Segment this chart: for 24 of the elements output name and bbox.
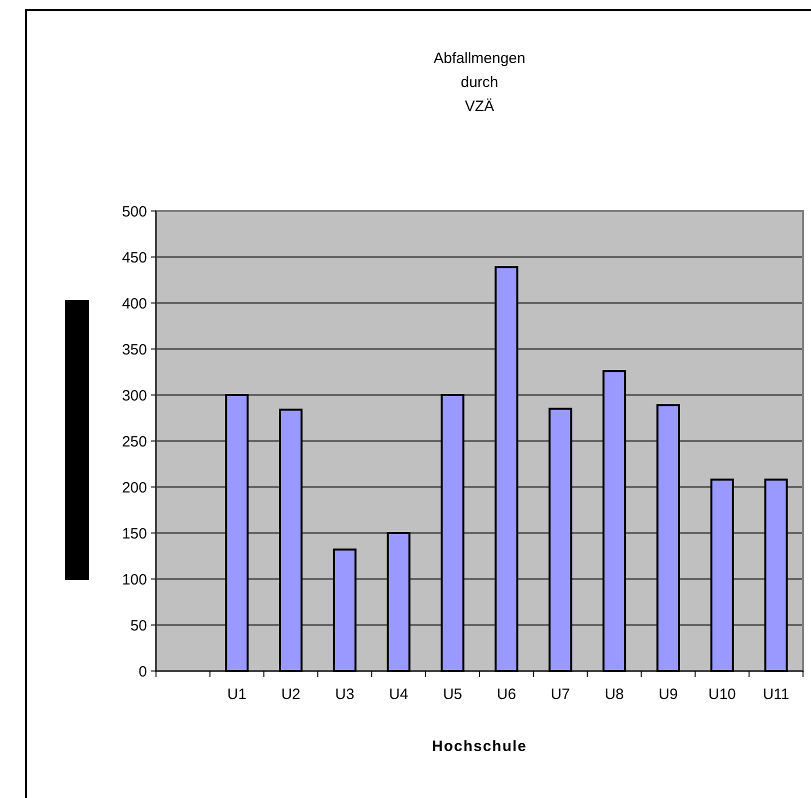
y-tick-label: 300 — [122, 387, 147, 404]
y-tick-label: 400 — [122, 295, 147, 312]
y-tick-label: 350 — [122, 341, 147, 358]
x-tick-label: U10 — [708, 686, 736, 703]
x-tick-label: U2 — [281, 686, 300, 703]
y-tick-label: 200 — [122, 479, 147, 496]
x-tick-label: U6 — [496, 686, 516, 703]
y-tick-label: 150 — [122, 525, 147, 542]
chart-title: Abfallmengen durch VZÄ — [434, 50, 526, 115]
y-tick-label: 0 — [138, 663, 147, 680]
x-tick-label: U3 — [335, 686, 354, 703]
x-tick-label: U9 — [658, 686, 678, 703]
x-tick-label: U5 — [442, 686, 462, 703]
y-tick-label: 250 — [122, 433, 147, 450]
x-axis-title: Hochschule — [432, 738, 528, 755]
x-tick-label: U11 — [762, 686, 790, 703]
x-tick-label: U1 — [227, 686, 246, 703]
x-tick-label: U4 — [389, 686, 408, 703]
y-tick-label: 500 — [122, 203, 147, 220]
y-tick-label: 450 — [122, 249, 147, 266]
y-tick-label: 50 — [130, 617, 147, 634]
x-tick-label: U8 — [604, 686, 624, 703]
x-tick-label: U7 — [550, 686, 570, 703]
y-tick-label: 100 — [122, 571, 147, 588]
